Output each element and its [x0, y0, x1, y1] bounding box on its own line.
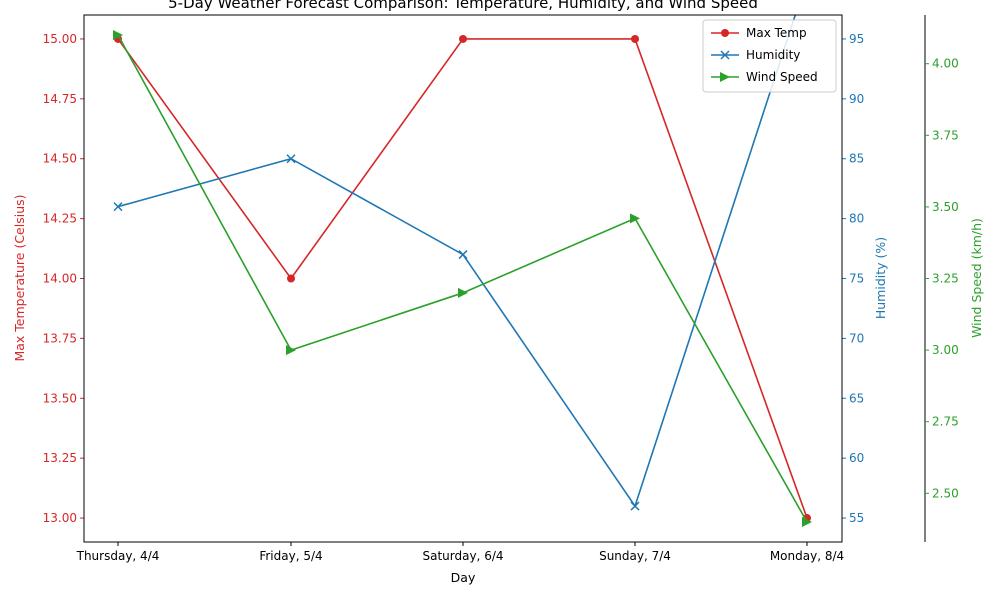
x-tick-label: Saturday, 6/4	[422, 549, 503, 563]
y-tick-label-temp: 15.00	[43, 32, 77, 46]
y-tick-label-wind: 2.50	[932, 486, 959, 500]
data-point-max-temp	[287, 274, 295, 283]
y-tick-label-humidity: 75	[849, 272, 864, 286]
y-axis-label-temperature: Max Temperature (Celsius)	[12, 194, 27, 361]
x-tick-label: Monday, 8/4	[770, 549, 844, 563]
y-tick-label-humidity: 90	[849, 92, 864, 106]
plot-frame	[83, 14, 843, 543]
y-axis-humidity: 55 60 65 70 75 80 85 90 95	[842, 32, 864, 525]
data-point-max-temp	[459, 34, 467, 43]
data-point-wind-speed	[458, 287, 468, 298]
y-tick-label-temp: 14.75	[43, 92, 77, 106]
x-tick-label: Sunday, 7/4	[599, 549, 671, 563]
data-point-humidity	[458, 250, 468, 260]
legend-marker-max-temp	[721, 29, 729, 37]
y-tick-label-temp: 13.75	[43, 331, 77, 345]
series-layer	[113, 15, 812, 527]
legend-label-humidity: Humidity	[746, 48, 800, 62]
y-tick-label-wind: 2.75	[932, 415, 959, 429]
series-line-wind-speed	[117, 34, 808, 523]
y-tick-label-humidity: 70	[849, 331, 864, 345]
y-tick-label-wind: 3.00	[932, 343, 959, 357]
data-point-humidity	[630, 501, 640, 511]
y-axis-label-wind-speed: Wind Speed (km/h)	[969, 218, 984, 338]
x-tick-label: Thursday, 4/4	[76, 549, 160, 563]
y-tick-label-temp: 14.00	[43, 272, 77, 286]
y-tick-label-wind: 3.75	[932, 128, 959, 142]
y-tick-label-wind: 4.00	[932, 57, 959, 71]
y-tick-label-humidity: 85	[849, 152, 864, 166]
y-axis-max-temperature: 13.00 13.25 13.50 13.75 14.00 14.25 14.50 14.75…	[43, 32, 84, 525]
x-tick-label: Friday, 5/4	[259, 549, 322, 563]
data-point-humidity	[113, 202, 123, 212]
y-tick-label-wind: 3.25	[932, 272, 959, 286]
y-tick-label-temp: 13.00	[43, 511, 77, 525]
data-point-max-temp	[631, 34, 639, 43]
data-point-humidity	[286, 154, 296, 164]
y-tick-label-humidity: 95	[849, 32, 864, 46]
x-axis-label: Day	[451, 570, 476, 585]
chart-title: 5-Day Weather Forecast Comparison: Tempe…	[168, 0, 758, 12]
y-tick-label-wind: 3.50	[932, 200, 959, 214]
y-tick-label-temp: 13.50	[43, 391, 77, 405]
legend-frame	[702, 19, 837, 93]
data-point-wind-speed	[113, 30, 123, 41]
y-axis-label-humidity: Humidity (%)	[873, 237, 888, 319]
legend-marker-wind-speed	[720, 72, 730, 82]
series-line-max-temp	[117, 38, 808, 519]
legend-label-max-temp: Max Temp	[746, 26, 807, 40]
legend-marker-humidity	[720, 50, 730, 60]
y-tick-label-temp: 14.50	[43, 152, 77, 166]
data-point-wind-speed	[286, 345, 296, 356]
y-tick-label-humidity: 80	[849, 212, 864, 226]
legend-label-wind-speed: Wind Speed	[746, 70, 818, 84]
y-axis-wind-speed: 2.50 2.75 3.00 3.25 3.50 3.75 4.00	[924, 15, 959, 542]
y-tick-label-humidity: 60	[849, 451, 864, 465]
legend: Max Temp Humidity Wind Speed	[702, 19, 837, 93]
y-tick-label-temp: 14.25	[43, 212, 77, 226]
y-tick-label-humidity: 55	[849, 511, 864, 525]
y-tick-label-humidity: 65	[849, 391, 864, 405]
y-tick-label-temp: 13.25	[43, 451, 77, 465]
data-point-wind-speed	[630, 213, 640, 224]
x-axis: Thursday, 4/4 Friday, 5/4 Saturday, 6/4 Sun…	[76, 542, 844, 563]
data-point-wind-speed	[802, 516, 812, 527]
